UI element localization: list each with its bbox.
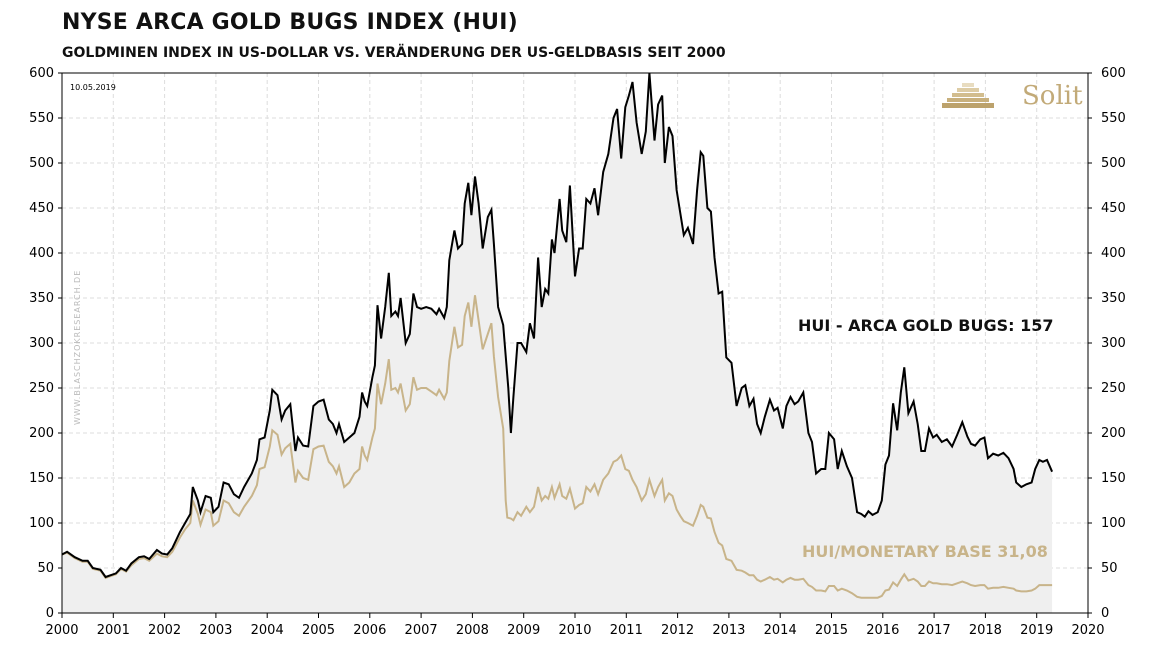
x-tick-label: 2011 [610,623,643,638]
ratio-series-label: HUI/MONETARY BASE 31,08 [802,542,1048,561]
date-label: 10.05.2019 [70,83,116,92]
x-tick-label: 2000 [45,623,78,638]
y-tick-label-right: 200 [1101,426,1126,441]
x-tick-label: 2020 [1071,623,1104,638]
x-tick-label: 2012 [661,623,694,638]
y-tick-label-left: 250 [29,381,54,396]
x-tick-label: 2010 [558,623,591,638]
ticks-layer: 0 0 50 50 100 100 150 150 200 200 250 250 300 300 350 3… [29,66,1126,638]
y-tick-label-left: 150 [29,471,54,486]
watermark: WWW.BLASCHZOKRESEARCH.DE [73,270,82,425]
y-tick-label-right: 350 [1101,291,1126,306]
logo-text: Solit [1022,81,1083,111]
y-tick-label-right: 450 [1101,201,1126,216]
chart-title: NYSE ARCA GOLD BUGS INDEX (HUI) [62,10,518,35]
x-tick-label: 2017 [918,623,951,638]
y-tick-label-left: 350 [29,291,54,306]
x-tick-label: 2005 [302,623,335,638]
y-tick-label-right: 550 [1101,111,1126,126]
x-tick-label: 2003 [199,623,232,638]
y-tick-label-right: 400 [1101,246,1126,261]
y-tick-label-left: 400 [29,246,54,261]
y-tick-label-right: 250 [1101,381,1126,396]
chart-subtitle: GOLDMINEN INDEX IN US-DOLLAR VS. VERÄNDE… [62,45,726,61]
y-tick-label-left: 100 [29,516,54,531]
y-tick-label-left: 50 [37,561,54,576]
x-tick-label: 2016 [866,623,899,638]
solit-logo: Solit [942,81,1083,111]
y-tick-label-left: 300 [29,336,54,351]
x-tick-label: 2013 [712,623,745,638]
y-tick-label-left: 0 [46,606,54,621]
y-tick-label-right: 0 [1101,606,1109,621]
y-tick-label-right: 300 [1101,336,1126,351]
y-tick-label-left: 200 [29,426,54,441]
y-tick-label-left: 450 [29,201,54,216]
hui-series-label: HUI - ARCA GOLD BUGS: 157 [798,316,1054,335]
y-tick-label-right: 100 [1101,516,1126,531]
pyramid-icon [942,83,994,108]
x-tick-label: 2019 [1020,623,1053,638]
y-tick-label-left: 550 [29,111,54,126]
x-tick-label: 2009 [507,623,540,638]
y-tick-label-right: 150 [1101,471,1126,486]
y-tick-label-left: 600 [29,66,54,81]
ratio-series-line [61,295,1053,599]
hui-area-fill [62,73,1053,613]
x-tick-label: 2015 [815,623,848,638]
y-tick-label-right: 50 [1101,561,1118,576]
x-tick-label: 2002 [148,623,181,638]
x-tick-label: 2007 [405,623,438,638]
x-tick-label: 2006 [353,623,386,638]
y-tick-label-right: 600 [1101,66,1126,81]
x-tick-label: 2018 [969,623,1002,638]
x-tick-label: 2008 [456,623,489,638]
x-tick-label: 2014 [764,623,797,638]
y-tick-label-right: 500 [1101,156,1126,171]
y-tick-label-left: 500 [29,156,54,171]
hui-series-line [61,72,1054,579]
x-tick-label: 2004 [251,623,284,638]
x-tick-label: 2001 [97,623,130,638]
